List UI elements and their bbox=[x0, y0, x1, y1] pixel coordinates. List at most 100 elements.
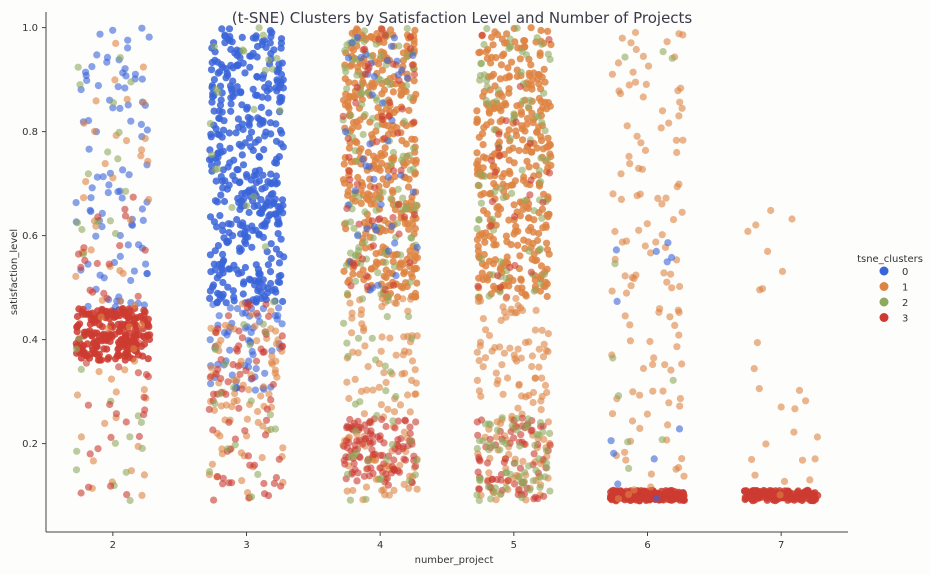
scatter-point-cluster-1 bbox=[538, 374, 546, 382]
scatter-point-cluster-3 bbox=[401, 456, 410, 464]
scatter-point-cluster-0 bbox=[138, 24, 146, 32]
scatter-point-cluster-2 bbox=[231, 441, 239, 449]
scatter-point-cluster-0 bbox=[220, 117, 228, 125]
scatter-point-cluster-1 bbox=[137, 321, 145, 329]
scatter-point-cluster-3 bbox=[365, 437, 373, 445]
scatter-point-cluster-1 bbox=[377, 401, 385, 409]
scatter-point-cluster-0 bbox=[239, 161, 248, 169]
scatter-point-cluster-0 bbox=[109, 26, 117, 34]
scatter-point-cluster-2 bbox=[361, 111, 369, 119]
scatter-point-cluster-1 bbox=[479, 363, 487, 371]
scatter-point-cluster-1 bbox=[477, 392, 485, 400]
scatter-point-cluster-3 bbox=[77, 354, 85, 362]
scatter-point-cluster-2 bbox=[210, 43, 218, 51]
scatter-point-cluster-2 bbox=[352, 427, 360, 435]
scatter-point-cluster-2 bbox=[535, 167, 544, 175]
scatter-point-cluster-0 bbox=[219, 250, 227, 258]
scatter-point-cluster-2 bbox=[254, 470, 262, 478]
scatter-point-cluster-2 bbox=[381, 258, 390, 267]
scatter-point-cluster-2 bbox=[477, 199, 485, 207]
scatter-point-cluster-1 bbox=[633, 132, 641, 140]
scatter-point-cluster-3 bbox=[141, 246, 149, 254]
scatter-point-cluster-3 bbox=[122, 335, 130, 343]
scatter-point-cluster-3 bbox=[261, 431, 270, 439]
scatter-point-cluster-2 bbox=[346, 496, 354, 504]
scatter-point-cluster-0 bbox=[650, 455, 658, 463]
legend-title: tsne_clusters bbox=[857, 254, 923, 265]
scatter-point-cluster-1 bbox=[788, 215, 796, 223]
scatter-point-cluster-2 bbox=[406, 166, 414, 174]
scatter-point-cluster-0 bbox=[279, 143, 287, 151]
scatter-point-cluster-1 bbox=[364, 148, 372, 156]
scatter-point-cluster-1 bbox=[516, 212, 525, 220]
scatter-point-cluster-0 bbox=[237, 246, 245, 254]
scatter-point-cluster-1 bbox=[625, 152, 633, 160]
scatter-point-cluster-2 bbox=[475, 182, 483, 190]
scatter-point-cluster-2 bbox=[383, 78, 391, 86]
scatter-point-cluster-1 bbox=[750, 365, 758, 373]
scatter-point-cluster-2 bbox=[75, 334, 83, 342]
scatter-point-cluster-3 bbox=[105, 260, 113, 268]
scatter-point-cluster-3 bbox=[238, 334, 246, 342]
scatter-point-cluster-0 bbox=[245, 134, 254, 142]
scatter-point-cluster-1 bbox=[207, 364, 215, 372]
scatter-point-cluster-1 bbox=[527, 61, 535, 69]
scatter-point-cluster-3 bbox=[374, 216, 383, 224]
scatter-point-cluster-1 bbox=[254, 418, 262, 427]
scatter-point-cluster-3 bbox=[808, 496, 816, 505]
scatter-point-cluster-2 bbox=[522, 423, 530, 431]
scatter-point-cluster-1 bbox=[77, 433, 85, 441]
scatter-point-cluster-2 bbox=[481, 172, 489, 180]
scatter-point-cluster-3 bbox=[381, 31, 389, 39]
scatter-point-cluster-0 bbox=[227, 85, 235, 93]
scatter-point-cluster-2 bbox=[483, 25, 491, 33]
scatter-point-cluster-1 bbox=[140, 99, 148, 107]
scatter-point-cluster-1 bbox=[273, 373, 281, 381]
scatter-point-cluster-3 bbox=[140, 306, 148, 314]
scatter-point-cluster-0 bbox=[111, 303, 119, 311]
scatter-point-cluster-3 bbox=[386, 98, 394, 107]
scatter-point-cluster-0 bbox=[254, 114, 262, 122]
scatter-point-cluster-1 bbox=[627, 282, 635, 290]
scatter-point-cluster-2 bbox=[538, 214, 546, 222]
scatter-point-cluster-0 bbox=[127, 117, 135, 125]
scatter-point-cluster-1 bbox=[473, 149, 481, 157]
scatter-point-cluster-0 bbox=[226, 304, 234, 312]
scatter-point-cluster-1 bbox=[678, 360, 686, 368]
scatter-point-cluster-1 bbox=[543, 105, 551, 113]
scatter-point-cluster-1 bbox=[776, 491, 784, 499]
scatter-point-cluster-1 bbox=[543, 211, 551, 219]
scatter-point-cluster-3 bbox=[122, 418, 130, 426]
scatter-point-cluster-0 bbox=[135, 241, 143, 249]
scatter-point-cluster-0 bbox=[351, 187, 359, 195]
scatter-point-cluster-0 bbox=[118, 194, 126, 202]
scatter-point-cluster-1 bbox=[376, 166, 384, 174]
scatter-point-cluster-0 bbox=[377, 200, 385, 209]
scatter-point-cluster-0 bbox=[383, 56, 392, 64]
scatter-point-cluster-2 bbox=[405, 312, 413, 321]
scatter-point-cluster-3 bbox=[362, 272, 371, 280]
scatter-point-cluster-2 bbox=[497, 258, 505, 266]
scatter-point-cluster-2 bbox=[134, 412, 142, 420]
scatter-point-cluster-1 bbox=[479, 275, 487, 284]
scatter-point-cluster-1 bbox=[537, 26, 545, 35]
scatter-point-cluster-3 bbox=[112, 410, 120, 418]
scatter-point-cluster-1 bbox=[660, 269, 668, 277]
scatter-point-cluster-3 bbox=[376, 451, 384, 459]
scatter-point-cluster-0 bbox=[614, 480, 622, 488]
scatter-point-cluster-3 bbox=[257, 345, 265, 353]
scatter-point-cluster-2 bbox=[524, 103, 532, 111]
y-tick-label: 0.8 bbox=[22, 127, 38, 138]
scatter-point-cluster-3 bbox=[487, 222, 495, 230]
scatter-point-cluster-2 bbox=[377, 474, 385, 482]
scatter-point-cluster-0 bbox=[206, 251, 214, 259]
scatter-point-cluster-1 bbox=[529, 76, 537, 84]
scatter-point-cluster-3 bbox=[74, 250, 83, 258]
scatter-point-cluster-1 bbox=[496, 265, 504, 273]
scatter-point-cluster-0 bbox=[253, 42, 262, 51]
scatter-point-cluster-0 bbox=[278, 129, 286, 137]
scatter-point-cluster-0 bbox=[215, 312, 223, 320]
scatter-point-cluster-0 bbox=[274, 230, 282, 238]
scatter-point-cluster-2 bbox=[476, 477, 484, 485]
scatter-point-cluster-2 bbox=[402, 203, 410, 211]
